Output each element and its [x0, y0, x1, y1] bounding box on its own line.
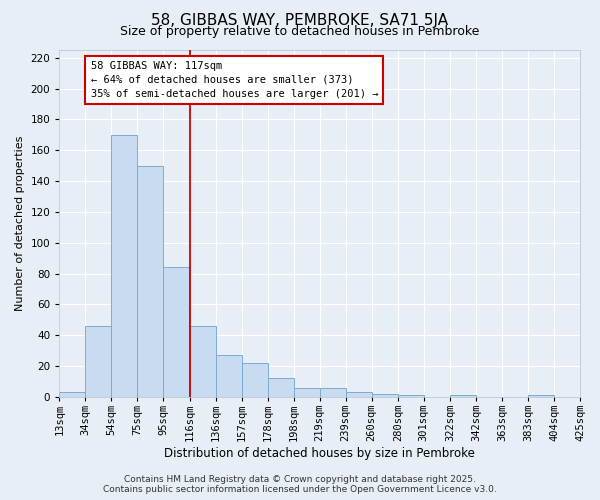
Bar	[112, 135, 137, 397]
Bar	[320, 388, 346, 397]
Bar	[346, 392, 372, 397]
Bar	[528, 396, 554, 397]
Text: 58 GIBBAS WAY: 117sqm
← 64% of detached houses are smaller (373)
35% of semi-det: 58 GIBBAS WAY: 117sqm ← 64% of detached …	[91, 61, 378, 99]
Bar	[137, 166, 163, 397]
Bar	[450, 396, 476, 397]
Bar	[190, 326, 215, 397]
Bar	[215, 356, 242, 397]
Text: 58, GIBBAS WAY, PEMBROKE, SA71 5JA: 58, GIBBAS WAY, PEMBROKE, SA71 5JA	[151, 12, 449, 28]
Text: Size of property relative to detached houses in Pembroke: Size of property relative to detached ho…	[121, 25, 479, 38]
X-axis label: Distribution of detached houses by size in Pembroke: Distribution of detached houses by size …	[164, 447, 475, 460]
Bar	[398, 396, 424, 397]
Bar	[163, 268, 190, 397]
Bar	[242, 363, 268, 397]
Bar	[59, 392, 85, 397]
Bar	[293, 388, 320, 397]
Bar	[85, 326, 112, 397]
Bar	[372, 394, 398, 397]
Y-axis label: Number of detached properties: Number of detached properties	[15, 136, 25, 311]
Bar	[268, 378, 293, 397]
Text: Contains HM Land Registry data © Crown copyright and database right 2025.
Contai: Contains HM Land Registry data © Crown c…	[103, 474, 497, 494]
